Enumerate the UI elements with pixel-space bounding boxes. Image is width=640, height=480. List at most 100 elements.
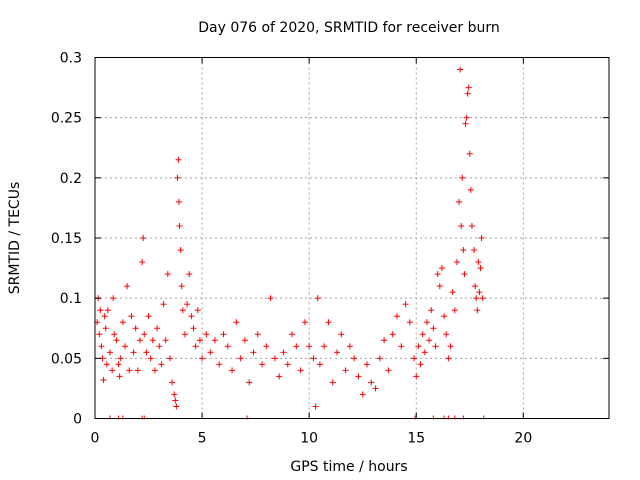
data-point [134,367,141,374]
data-point [475,259,482,266]
data-point [149,337,156,344]
data-point [139,259,146,266]
data-point [97,307,104,314]
data-point [471,247,478,254]
y-tick-label: 0.25 [51,111,82,127]
data-point [175,198,182,205]
data-point [398,343,405,350]
data-point [457,66,464,73]
data-point [293,343,300,350]
data-point [445,355,452,362]
data-point [113,337,120,344]
data-point [196,337,203,344]
data-point [119,319,126,326]
data-point [246,379,253,386]
data-point [346,343,353,350]
data-point [169,379,176,386]
data-point [402,301,409,308]
data-point [464,90,471,97]
data-point [192,343,199,350]
data-point [241,337,248,344]
data-point [465,84,472,91]
data-point [104,307,111,314]
data-point [271,355,278,362]
data-point [109,367,116,374]
data-point [172,397,179,404]
data-point [98,343,105,350]
data-point [263,343,270,350]
data-point [413,373,420,380]
data-point [220,331,227,338]
data-point [467,186,474,193]
data-point [329,379,336,386]
data-point [156,343,163,350]
data-point [276,373,283,380]
y-tick-label: 0.2 [60,171,82,187]
data-point [203,331,210,338]
data-point [174,174,181,181]
data-point [393,313,400,320]
data-point [145,313,152,320]
grid-lines [95,57,609,419]
data-point [128,313,135,320]
data-point [376,355,383,362]
data-point [140,235,147,241]
data-point [233,319,240,326]
data-point [473,295,480,302]
data-point [188,313,195,320]
data-point [100,376,107,383]
data-point [115,361,122,368]
data-point [176,222,183,229]
data-point [458,222,465,229]
x-tick-labels: 0 5 10 15 20 [91,431,533,447]
data-point [441,313,448,320]
data-point [368,379,375,386]
x-tick-label: 20 [514,431,532,447]
data-point [250,349,257,356]
data-point [289,331,296,338]
data-point [372,385,379,392]
data-point [461,271,468,278]
data-point [136,337,143,344]
data-point [476,289,483,296]
data-point [143,349,150,356]
data-point [141,331,148,338]
data-point [466,150,473,157]
data-point [154,325,161,332]
data-point [284,361,291,368]
data-point [474,307,481,314]
data-point [267,295,274,302]
data-point [126,367,133,374]
data-points [94,66,486,410]
y-tick-label: 0.3 [60,51,82,67]
data-point [110,295,117,302]
chart-title: Day 076 of 2020, SRMTID for receiver bur… [198,20,500,36]
data-point [436,283,443,290]
axis-ticks [94,57,609,419]
data-point [314,295,321,302]
x-tick-label: 15 [407,431,425,447]
data-point [181,331,188,338]
data-point [342,367,349,374]
data-point [325,319,332,326]
data-point [423,319,430,326]
data-point [359,391,366,398]
data-point [101,313,108,320]
data-point [411,355,418,362]
data-point [186,271,193,278]
data-point [102,325,109,332]
data-point [166,355,173,362]
data-point [316,361,323,368]
data-point [459,174,466,181]
data-point [237,355,244,362]
data-point [190,325,197,332]
data-point [151,367,158,374]
data-point [351,355,358,362]
data-point [468,222,475,229]
data-point [132,325,139,332]
data-point [389,331,396,338]
y-tick-label: 0.15 [51,231,82,247]
data-point [432,343,439,350]
data-point [460,247,467,254]
